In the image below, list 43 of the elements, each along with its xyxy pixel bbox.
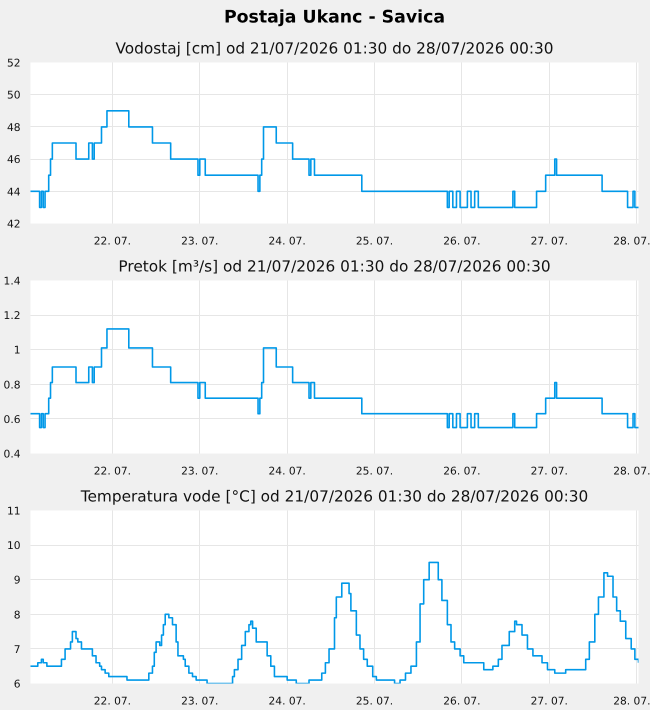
y-tick-label: 1.2 <box>4 309 21 322</box>
x-tick-label: 28. 07. <box>613 694 650 708</box>
y-tick-label: 9 <box>14 574 21 587</box>
x-tick-label: 26. 07. <box>443 234 481 248</box>
x-tick-label: 27. 07. <box>530 694 568 708</box>
y-tick-label: 1.4 <box>4 274 21 288</box>
x-tick-label: 24. 07. <box>268 234 306 248</box>
y-tick-label: 8 <box>14 608 21 622</box>
x-tick-label: 25. 07. <box>356 234 394 248</box>
chart-title: Temperatura vode [°C] od 21/07/2026 01:30 do 28/07/2026 00:30 <box>80 488 588 506</box>
y-tick-label: 0.6 <box>4 412 21 426</box>
x-tick-label: 28. 07. <box>613 234 650 248</box>
x-tick-label: 22. 07. <box>94 694 132 708</box>
y-tick-label: 42 <box>6 218 21 230</box>
x-tick-label: 26. 07. <box>443 464 481 478</box>
x-tick-label: 22. 07. <box>94 464 132 478</box>
y-tick-label: 44 <box>6 185 21 198</box>
y-tick-label: 52 <box>6 56 21 70</box>
x-tick-label: 26. 07. <box>443 694 481 708</box>
y-tick-label: 0.8 <box>4 378 21 392</box>
chart-title: Postaja Ukanc - Savica <box>224 8 446 28</box>
y-tick-label: 10 <box>6 539 21 552</box>
y-tick-label: 48 <box>6 120 21 134</box>
x-tick-label: 25. 07. <box>356 694 394 708</box>
x-tick-label: 24. 07. <box>268 694 306 708</box>
x-tick-label: 22. 07. <box>94 234 132 248</box>
y-tick-label: 46 <box>6 153 21 166</box>
y-tick-label: 1 <box>14 344 20 357</box>
y-tick-label: 11 <box>6 504 21 518</box>
x-tick-label: 25. 07. <box>356 464 394 478</box>
chart-title: Pretok [m³/s] od 21/07/2026 01:30 do 28/07/2026 00:30 <box>118 258 551 276</box>
x-tick-label: 24. 07. <box>268 464 306 478</box>
x-tick-label: 27. 07. <box>530 234 568 248</box>
x-tick-label: 28. 07. <box>613 464 650 478</box>
y-tick-label: 0.4 <box>4 448 21 460</box>
x-tick-label: 23. 07. <box>181 464 218 478</box>
y-tick-label: 7 <box>14 642 20 656</box>
y-tick-label: 6 <box>14 678 21 690</box>
chart-subtitle: Vodostaj [cm] od 21/07/2026 01:30 do 28/07/2026 00:30 <box>115 40 554 58</box>
x-tick-label: 27. 07. <box>530 464 568 478</box>
x-tick-label: 23. 07. <box>181 694 218 708</box>
x-tick-label: 23. 07. <box>181 234 218 248</box>
y-tick-label: 50 <box>6 88 21 102</box>
